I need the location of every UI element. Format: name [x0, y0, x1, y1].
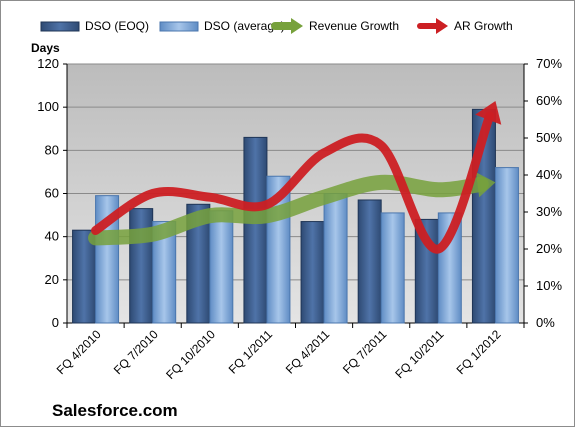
- right-tick-label: 0%: [536, 315, 555, 330]
- left-tick-label: 100: [37, 99, 59, 114]
- x-category-label: FQ 1/2012: [454, 327, 504, 377]
- legend-dso-average-label: DSO (average): [204, 19, 285, 33]
- y-axis-title: Days: [31, 41, 60, 55]
- legend-ar-growth-label: AR Growth: [454, 19, 513, 33]
- legend-dso-eoq-label: DSO (EOQ): [85, 19, 149, 33]
- right-tick-label: 20%: [536, 241, 562, 256]
- bar-dso-average: [494, 167, 519, 324]
- x-category-label: FQ 4/2011: [283, 327, 333, 377]
- bar-dso-eoq: [129, 208, 154, 324]
- line-ar-growth: [91, 111, 495, 254]
- legend-ar-growth-arrowhead: [436, 18, 448, 34]
- legend-revenue-growth-label: Revenue Growth: [309, 19, 399, 33]
- legend-dso-eoq-swatch: [40, 21, 80, 32]
- legend-dso-average-swatch: [159, 21, 199, 32]
- right-tick-label: 60%: [536, 93, 562, 108]
- bar-dso-eoq: [300, 221, 325, 324]
- legend-revenue-growth-arrowhead: [291, 18, 303, 34]
- left-tick-label: 120: [37, 56, 59, 71]
- right-tick-label: 40%: [536, 167, 562, 182]
- company-label: Salesforce.com: [52, 401, 178, 420]
- x-category-label: FQ 4/2010: [54, 327, 104, 377]
- bar-dso-average: [152, 221, 177, 324]
- left-tick-label: 40: [45, 229, 59, 244]
- right-tick-label: 50%: [536, 130, 562, 145]
- x-category-label: FQ 10/2010: [163, 327, 218, 382]
- bar-dso-eoq: [243, 136, 268, 324]
- right-tick-label: 70%: [536, 56, 562, 71]
- x-category-label: FQ 7/2010: [111, 327, 161, 377]
- bar-dso-average: [209, 210, 234, 324]
- x-category-label: FQ 1/2011: [226, 327, 276, 377]
- bar-dso-average: [323, 193, 348, 324]
- x-category-label: FQ 7/2011: [340, 327, 390, 377]
- left-tick-label: 60: [45, 186, 59, 201]
- line-revenue-growth: [88, 174, 489, 246]
- arrowhead-ar-growth: [475, 101, 502, 125]
- bar-dso-eoq: [357, 199, 382, 324]
- left-tick-label: 0: [52, 315, 59, 330]
- x-category-label: FQ 10/2011: [392, 327, 446, 381]
- right-tick-label: 30%: [536, 204, 562, 219]
- arrowhead-revenue-growth: [475, 172, 496, 198]
- right-tick-label: 10%: [536, 278, 562, 293]
- bar-dso-average: [380, 212, 405, 324]
- left-tick-label: 80: [45, 142, 59, 157]
- left-tick-label: 20: [45, 272, 59, 287]
